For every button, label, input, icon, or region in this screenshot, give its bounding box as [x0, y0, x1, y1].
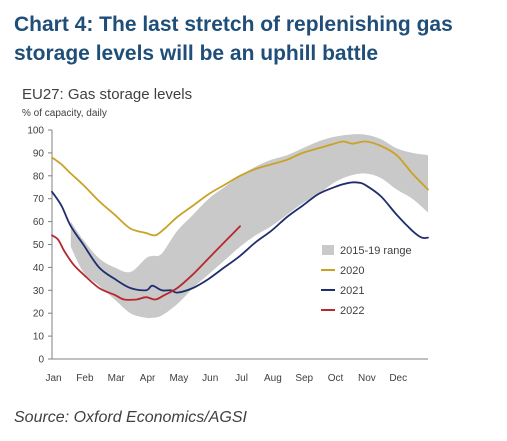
x-tick-label: Apr — [140, 373, 156, 384]
legend-label: 2015-19 range — [340, 245, 412, 257]
y-tick-label: 20 — [33, 309, 45, 320]
axes-layer: 0 10 20 30 40 50 60 70 80 90 100 Jan Feb Mar Apr May Jun… — [27, 126, 428, 384]
y-tick-label: 10 — [33, 332, 45, 343]
series-line-2020 — [51, 140, 429, 237]
x-tick-label: Oct — [328, 373, 344, 384]
y-tick-label: 70 — [33, 194, 45, 205]
legend-layer: 2015-19 range 2020 2021 2022 — [321, 245, 412, 317]
legend-label: 2021 — [340, 285, 364, 297]
x-tick-label: Feb — [76, 373, 94, 384]
x-tick-label: Dec — [389, 373, 407, 384]
chart-title: EU27: Gas storage levels — [22, 86, 193, 103]
range-band-2015-19 — [70, 134, 429, 319]
y-tick-label: 50 — [33, 240, 45, 251]
y-tick-label: 90 — [33, 148, 45, 159]
x-tick-label: Jan — [46, 373, 62, 384]
x-tick-label: Jul — [235, 373, 248, 384]
y-axis-unit-label: % of capacity, daily — [22, 108, 107, 119]
x-tick-label: Jun — [202, 373, 218, 384]
lines-layer — [51, 140, 429, 301]
series-line-2022 — [51, 225, 241, 301]
source-note: Source: Oxford Economics/AGSI — [14, 409, 247, 426]
x-tick-label: Sep — [295, 373, 313, 384]
legend-label: 2022 — [340, 305, 364, 317]
x-tick-label: Aug — [264, 373, 282, 384]
x-tick-label: Mar — [108, 373, 126, 384]
y-tick-label: 0 — [38, 355, 44, 366]
series-line-2021 — [51, 181, 429, 294]
x-tick-label: May — [169, 373, 188, 384]
band-layer — [70, 134, 429, 319]
gas-storage-chart: 0 10 20 30 40 50 60 70 80 90 100 Jan Feb Mar Apr May Jun… — [27, 126, 429, 384]
y-tick-label: 100 — [27, 126, 44, 137]
x-tick-label: Nov — [358, 373, 376, 384]
legend-label: 2020 — [340, 265, 364, 277]
chart-headline: Chart 4: The last stretch of replenishin… — [14, 13, 453, 65]
y-tick-label: 30 — [33, 286, 45, 297]
y-tick-label: 40 — [33, 263, 45, 274]
legend-swatch-band — [322, 245, 334, 255]
y-tick-label: 80 — [33, 171, 45, 182]
y-tick-label: 60 — [33, 217, 45, 228]
